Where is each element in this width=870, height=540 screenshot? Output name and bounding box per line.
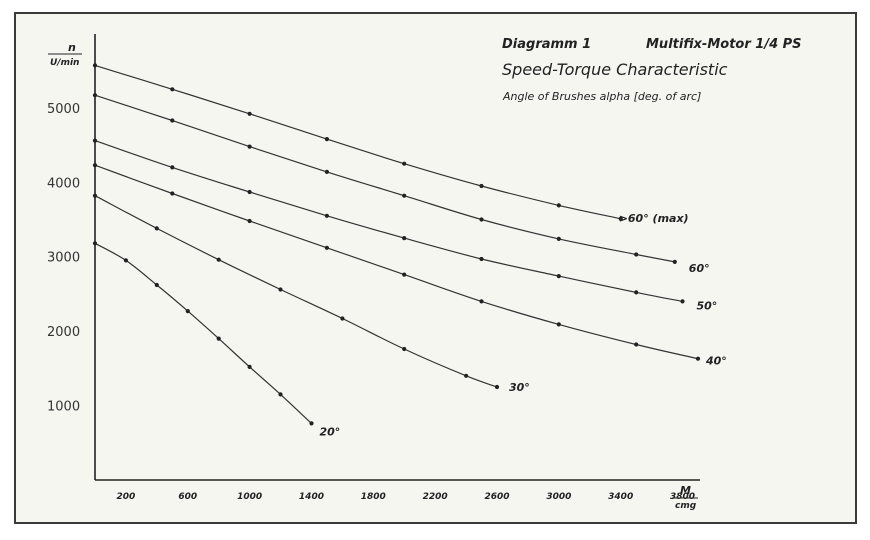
series-line [94, 140, 683, 302]
data-point [479, 183, 484, 189]
data-point [634, 290, 639, 295]
data-point [695, 356, 701, 361]
data-point [92, 93, 98, 98]
x-tick-label: 2200 [423, 492, 448, 502]
series-line [94, 242, 312, 424]
data-point [556, 236, 561, 241]
data-point [634, 252, 639, 257]
labels-layer: 20° 30° 40° 50° 60° >60° (max) [320, 212, 727, 439]
data-point [123, 258, 128, 263]
data-point [340, 316, 345, 321]
data-point [247, 111, 252, 116]
x-tick-label: 2600 [484, 492, 509, 502]
data-point [324, 169, 329, 174]
data-point [92, 163, 98, 168]
data-point [247, 218, 252, 224]
data-point [402, 193, 407, 198]
data-point [92, 193, 98, 198]
axes: 1000 2000 3000 4000 5000 200 600 1000 1400 1800 22… [47, 34, 700, 502]
chart-sheet: 1000 2000 3000 4000 5000 200 600 1000 1400 1800 22… [14, 12, 857, 524]
x-tick-label: 1400 [299, 492, 324, 502]
data-point [278, 287, 283, 292]
data-point [278, 392, 283, 397]
x-tick-label: 600 [178, 492, 197, 502]
data-point [92, 138, 98, 143]
series-line [94, 195, 498, 388]
y-tick-label: 5000 [47, 102, 80, 117]
series-label: 50° [697, 299, 718, 312]
y-axis-label-bottom: U/min [50, 58, 79, 68]
data-point [479, 217, 484, 222]
data-point [618, 216, 623, 221]
data-point [402, 346, 407, 352]
data-point [479, 299, 484, 304]
x-tick-label: 200 [117, 492, 136, 502]
y-tick-label: 4000 [47, 176, 80, 191]
data-point [494, 384, 500, 390]
data-point [92, 241, 98, 246]
data-point [247, 144, 252, 149]
x-tick-label: 3800 [670, 492, 695, 502]
series-label: 40° [705, 355, 727, 368]
data-point [402, 272, 407, 277]
data-point [247, 364, 252, 369]
data-point [170, 118, 175, 123]
data-point [170, 165, 175, 170]
data-point [216, 257, 221, 262]
series-line [94, 164, 699, 360]
data-point [672, 259, 677, 264]
data-point [324, 213, 329, 218]
series-label: 60° [689, 262, 710, 275]
motor-name: Multifix-Motor 1/4 PS [646, 37, 802, 52]
data-point [556, 322, 561, 327]
y-tick-label: 3000 [47, 251, 80, 266]
data-point [680, 299, 685, 304]
data-point [170, 87, 175, 92]
diagram-number: Diagramm 1 [502, 37, 591, 52]
data-point [154, 226, 159, 231]
y-tick-label: 2000 [47, 325, 80, 340]
x-tick-label: 1800 [361, 492, 386, 502]
data-point [556, 203, 561, 208]
x-tick-label: 3400 [608, 492, 633, 502]
data-point [464, 373, 469, 378]
series-layer [92, 63, 701, 426]
data-point [556, 274, 561, 279]
data-point [247, 189, 252, 195]
data-point [402, 161, 407, 166]
series-line [94, 64, 621, 220]
data-point [324, 137, 329, 142]
data-point [216, 336, 221, 341]
series-label: 20° [320, 425, 341, 438]
y-tick-label: 1000 [47, 400, 80, 415]
data-point [479, 256, 484, 262]
data-point [92, 63, 98, 68]
chart-title: Speed-Torque Characteristic [502, 60, 728, 79]
series-label: 30° [509, 381, 530, 394]
data-point [634, 342, 639, 347]
chart-subtitle: Angle of Brushes alpha [deg. of arc] [502, 90, 701, 103]
speed-torque-chart: 1000 2000 3000 4000 5000 200 600 1000 1400 1800 22… [47, 34, 802, 511]
x-tick-label: 3000 [546, 492, 571, 502]
series-label: >60° (max) [619, 212, 689, 225]
y-axis-label-top: n [68, 41, 76, 54]
x-tick-label: 1000 [237, 492, 262, 502]
data-point [309, 421, 314, 426]
x-axis-label-top: M [680, 484, 691, 497]
data-point [185, 309, 190, 314]
data-point [402, 236, 407, 241]
data-point [324, 245, 329, 250]
data-point [154, 282, 159, 288]
series-line [94, 94, 675, 263]
x-axis-label-bottom: cmg [675, 501, 697, 511]
data-point [170, 191, 175, 196]
